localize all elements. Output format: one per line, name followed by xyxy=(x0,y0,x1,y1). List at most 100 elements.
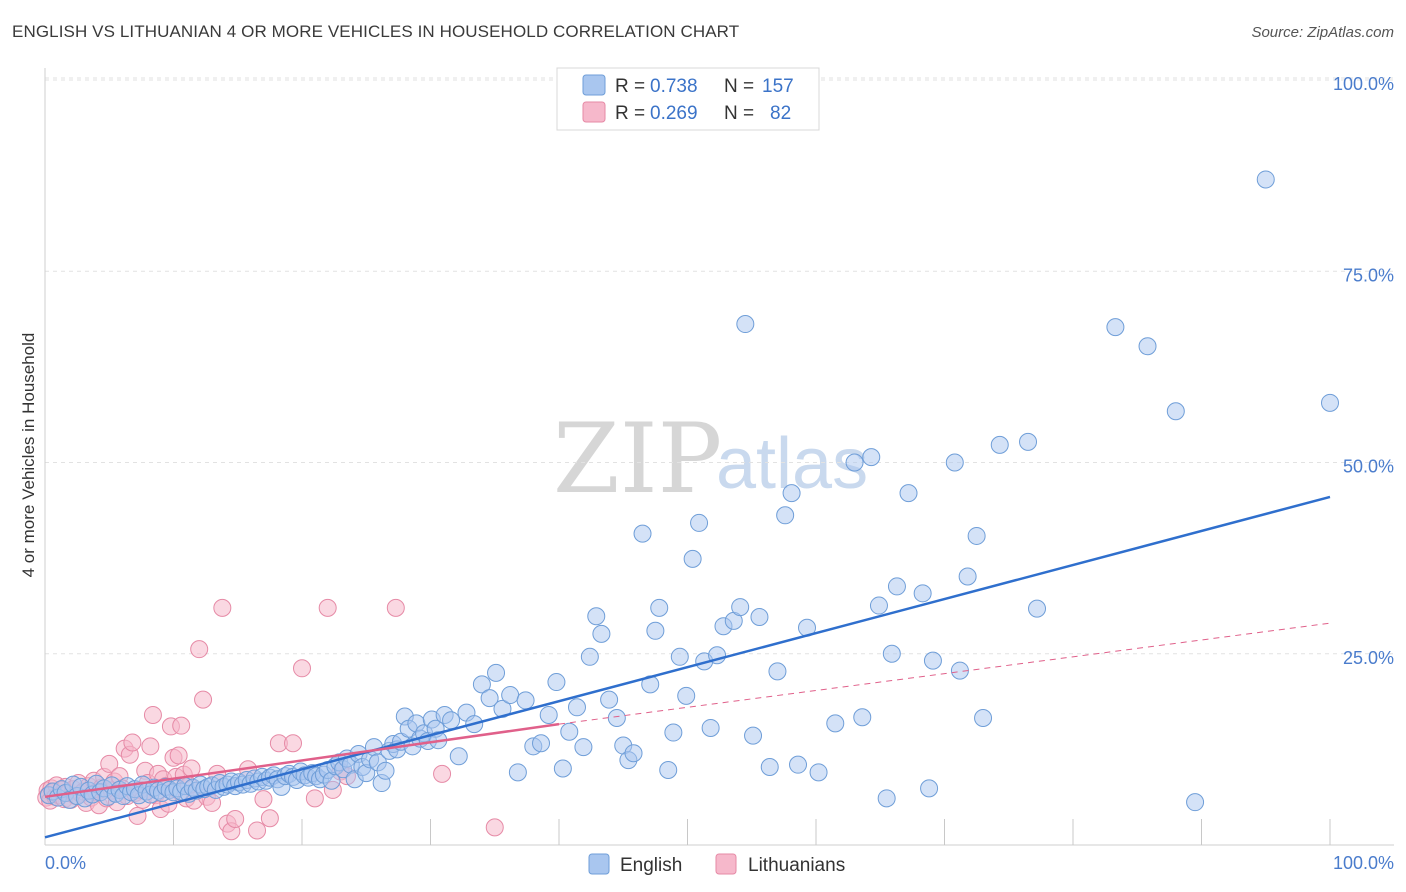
english-point xyxy=(862,448,881,467)
english-point xyxy=(677,686,696,705)
lithuanians-point xyxy=(433,764,452,783)
lithuanians-point xyxy=(123,733,142,752)
grid xyxy=(45,77,1394,655)
english-point xyxy=(600,690,619,709)
y-tick-label: 75.0% xyxy=(1343,265,1394,285)
lithuanians-point xyxy=(194,690,213,709)
english-point xyxy=(744,726,763,745)
english-point xyxy=(532,734,551,753)
english-point xyxy=(683,549,702,568)
english-point xyxy=(690,513,709,532)
english-point xyxy=(1019,432,1038,451)
english-point xyxy=(1106,318,1125,337)
english-point xyxy=(646,621,665,640)
x-tick-min: 0.0% xyxy=(45,853,86,873)
english-point xyxy=(974,709,993,728)
english-point xyxy=(990,435,1009,454)
english-point xyxy=(664,723,683,742)
legend-box: R = 0.738 N = 157 R = 0.269 N = 82 xyxy=(556,67,820,131)
english-point xyxy=(624,744,643,763)
english-point xyxy=(731,598,750,617)
english-point xyxy=(487,663,506,682)
english-point xyxy=(607,709,626,728)
lithuanians-point xyxy=(169,746,188,765)
lithuanians-point xyxy=(248,821,267,840)
english-point xyxy=(1138,337,1157,356)
english-point xyxy=(501,686,520,705)
bottom-legend-english: English xyxy=(620,855,682,876)
source-label: Source: ZipAtlas.com xyxy=(1251,24,1394,41)
english-point xyxy=(809,763,828,782)
legend-n-label-english: N = xyxy=(724,76,754,97)
legend-r-value-english: 0.738 xyxy=(650,76,698,97)
english-point xyxy=(1186,793,1205,812)
y-tick-labels: 25.0% 50.0% 75.0% 100.0% xyxy=(1333,74,1394,668)
english-point xyxy=(923,651,942,670)
english-point xyxy=(472,675,491,694)
english-point xyxy=(539,705,558,724)
english-point xyxy=(877,789,896,808)
english-point xyxy=(574,738,593,757)
y-tick-label: 50.0% xyxy=(1343,457,1394,477)
legend-r-label-english: R = xyxy=(615,76,645,97)
legend-n-value-english: 157 xyxy=(762,76,794,97)
english-point xyxy=(587,607,606,626)
watermark-zip: ZIP xyxy=(553,403,722,515)
english-point xyxy=(376,761,395,780)
english-point xyxy=(750,608,769,627)
english-point xyxy=(560,722,579,741)
english-point xyxy=(736,315,755,334)
english-point xyxy=(869,596,888,615)
english-point xyxy=(659,761,678,780)
chart-title: ENGLISH VS LITHUANIAN 4 OR MORE VEHICLES… xyxy=(12,22,740,41)
lithuanians-point xyxy=(485,818,504,837)
english-point xyxy=(670,647,689,666)
lithuanians-point xyxy=(213,598,232,617)
english-point xyxy=(958,567,977,586)
english-point xyxy=(887,577,906,596)
lithuanians-point xyxy=(254,790,273,809)
english-point xyxy=(650,598,669,617)
english-point xyxy=(768,662,787,681)
english-point xyxy=(1321,393,1339,412)
lithuanians-point xyxy=(172,716,191,735)
english-point xyxy=(899,484,918,503)
bottom-legend-swatch-english xyxy=(588,853,610,875)
english-point xyxy=(547,673,566,692)
bottom-legend: English Lithuanians xyxy=(588,853,845,876)
english-point xyxy=(776,506,795,525)
lithuanians-point xyxy=(293,659,311,678)
lithuanians-point xyxy=(143,705,162,724)
axes xyxy=(44,68,1394,846)
english-point xyxy=(516,691,535,710)
english-point xyxy=(480,689,499,708)
english-point xyxy=(945,453,964,472)
lithuanians-point xyxy=(141,737,160,756)
legend-r-label-lithuanians: R = xyxy=(615,103,645,124)
lithuanians-point xyxy=(386,598,405,617)
lithuanians-trend-extension xyxy=(558,622,1331,725)
lithuanians-point xyxy=(190,640,209,659)
legend-n-label-lithuanians: N = xyxy=(724,103,754,124)
english-point xyxy=(782,484,801,503)
english-point xyxy=(920,779,939,798)
english-point xyxy=(442,711,461,730)
trend-lines xyxy=(44,495,1331,839)
lithuanians-trend-line xyxy=(44,722,560,799)
lithuanians-point xyxy=(284,734,303,753)
legend-swatch-lithuanians xyxy=(582,101,606,123)
bottom-legend-lithuanians: Lithuanians xyxy=(748,855,845,876)
lithuanians-point xyxy=(260,809,279,828)
watermark: ZIP atlas xyxy=(553,403,868,515)
english-point xyxy=(826,714,845,733)
legend-r-value-lithuanians: 0.269 xyxy=(650,103,698,124)
english-point xyxy=(913,584,932,603)
english-point xyxy=(1256,170,1275,189)
y-tick-label: 100.0% xyxy=(1333,74,1394,94)
y-tick-label: 25.0% xyxy=(1343,648,1394,668)
english-point xyxy=(1028,599,1047,618)
english-point xyxy=(449,747,468,766)
english-point xyxy=(553,759,572,778)
english-point xyxy=(633,524,652,543)
